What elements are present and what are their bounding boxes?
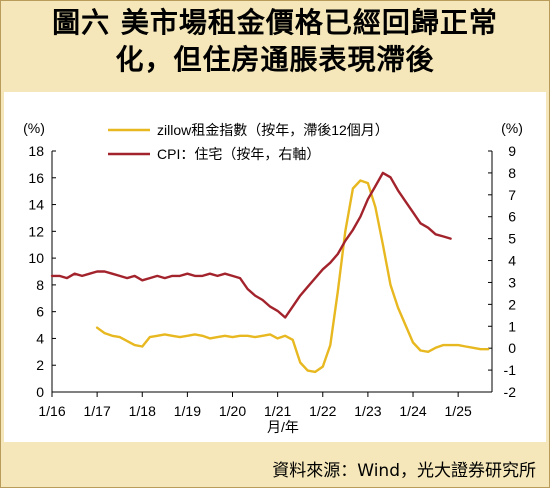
x-tick-label: 1/18	[129, 403, 156, 419]
legend-item-zillow-label: zillow租金指數（按年，滯後12個月）	[157, 122, 389, 138]
x-tick-label: 1/16	[38, 403, 65, 419]
right-tick-label: 5	[508, 231, 516, 247]
chart-title: 圖六 美市場租金價格已經回歸正常 化，但住房通脹表現滯後	[0, 4, 550, 78]
x-tick-label: 1/24	[399, 403, 426, 419]
source-note: 資料來源：Wind，光大證券研究所	[272, 461, 536, 481]
title-line-1: 圖六 美市場租金價格已經回歸正常	[52, 6, 498, 39]
left-tick-label: 6	[36, 304, 44, 320]
right-tick-label: 7	[508, 187, 516, 203]
title-line-2: 化，但住房通脹表現滯後	[115, 43, 435, 76]
right-tick-label: 8	[508, 165, 516, 181]
right-tick-label: 9	[508, 143, 516, 159]
left-tick-label: 10	[28, 250, 44, 266]
x-tick-label: 1/20	[219, 403, 246, 419]
legend-item-cpi-label: CPI：住宅（按年，右軸）	[157, 146, 320, 162]
x-tick-label: 1/21	[264, 403, 291, 419]
x-tick-label: 1/19	[174, 403, 201, 419]
right-tick-label: -1	[504, 362, 517, 378]
right-tick-label: 1	[508, 318, 516, 334]
x-tick-label: 1/22	[309, 403, 336, 419]
left-tick-label: 4	[36, 330, 44, 346]
chart-panel	[4, 92, 546, 442]
x-tick-label: 1/25	[445, 403, 472, 419]
left-tick-label: 12	[28, 223, 44, 239]
legend: zillow租金指數（按年，滯後12個月） CPI：住宅（按年，右軸）	[108, 122, 389, 162]
x-tick-label: 1/17	[84, 403, 111, 419]
left-tick-label: 14	[28, 197, 44, 213]
right-tick-label: 6	[508, 209, 516, 225]
right-axis-unit: (%)	[501, 120, 523, 136]
right-tick-label: 0	[508, 340, 516, 356]
left-tick-label: 18	[28, 143, 44, 159]
left-tick-label: 16	[28, 170, 44, 186]
left-tick-label: 8	[36, 277, 44, 293]
left-tick-label: 0	[36, 384, 44, 400]
x-tick-label: 1/23	[354, 403, 381, 419]
zillow-series-line	[95, 179, 490, 374]
cpi-series-line	[50, 171, 452, 319]
x-axis-label: 月/年	[267, 419, 299, 435]
left-axis-unit: (%)	[23, 120, 45, 136]
right-tick-label: 4	[508, 253, 516, 269]
right-tick-label: -2	[504, 384, 517, 400]
right-tick-label: 2	[508, 296, 516, 312]
series-layer	[50, 171, 490, 374]
right-tick-label: 3	[508, 274, 516, 290]
left-tick-label: 2	[36, 357, 44, 373]
